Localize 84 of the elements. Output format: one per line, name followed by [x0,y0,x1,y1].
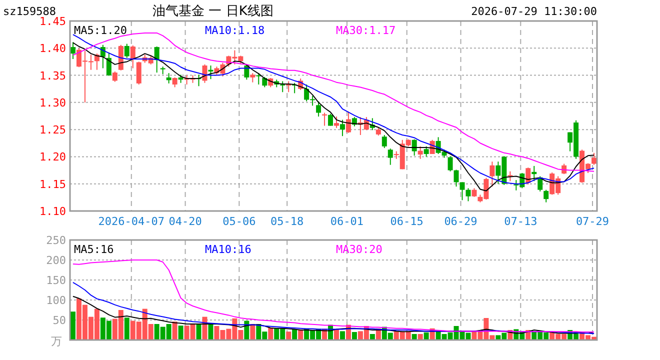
candlestick [454,169,459,188]
candlestick [592,152,596,166]
y-tick-label: 1.15 [40,178,66,191]
x-tick-label: 07-29 [576,215,610,228]
y-tick-label: 1.25 [40,124,66,137]
candlestick [286,80,292,93]
y-tick-label: 1.40 [40,42,66,56]
y-tick-label: 1.10 [40,205,66,218]
candlestick [424,146,429,158]
candlestick [448,156,453,172]
y-tick-label: 200 [46,254,66,267]
bar [178,326,184,340]
bar [292,329,298,340]
candlestick [382,134,387,149]
candlestick [322,112,328,126]
line-series [72,260,595,332]
candlestick [172,76,178,88]
bar [412,334,417,340]
text: MA5:16 [74,243,114,256]
bar [298,330,304,340]
bar [208,324,214,340]
candlestick [328,113,333,126]
candlestick [466,188,471,202]
y-tick-label: 100 [46,294,66,307]
y-tick-label: 250 [46,234,66,247]
x-tick-label: 04-20 [168,215,202,228]
x-tick-label: 2026-04-07 [98,215,164,228]
candlestick [388,148,393,166]
bar [424,332,429,340]
candlestick [412,138,417,156]
candlestick [124,43,130,58]
y-tick-label: 1.20 [40,150,66,164]
bar [196,324,202,340]
series-label: MA5:1.20 [74,24,127,37]
candlestick [166,72,172,84]
text: MA10:16 [205,243,252,256]
y-tick-label: 1.45 [40,15,66,28]
bar [268,328,274,340]
candlestick [334,116,339,128]
x-tick-label: 06-29 [444,215,478,228]
y-tick-label: 150 [46,274,66,287]
candlestick [490,161,495,188]
text: MA30:20 [336,243,382,256]
candlestick [208,65,214,80]
x-tick-label: 06-01 [330,215,364,228]
text: MA10:1.18 [205,24,265,37]
candlestick [316,100,322,118]
candlestick [130,44,136,69]
text: MA30:1.17 [336,24,396,37]
candlestick [346,111,351,134]
candlestick [460,182,465,201]
x-tick-label: 05-06 [222,215,256,228]
candlestick [106,52,112,76]
y-tick-label: 1.35 [40,69,66,82]
candlestick [532,165,537,182]
candlestick [544,189,549,203]
bar [250,324,256,340]
candlestick [256,72,262,86]
candlestick [340,119,345,137]
y-tick-label: 50 [52,314,66,327]
candlestick [526,167,531,185]
y-tick-label: 1.30 [40,96,66,110]
text: sz159588 [3,5,56,18]
candlestick [70,42,76,60]
x-tick-label: 06-15 [390,215,424,228]
bar [340,331,345,340]
bar [352,332,357,340]
candlestick [136,61,142,86]
bar [172,322,178,340]
bar [334,329,339,340]
bar [418,334,423,340]
candlestick [418,146,423,160]
y-axis-title: 万 [51,335,62,348]
bar [370,334,375,340]
candlestick [250,72,256,83]
text: 2026-07-29 11:30:00 [471,5,597,18]
candlestick [508,170,513,182]
x-tick-label: 07-13 [504,215,538,228]
bar [286,332,292,340]
x-tick-label: 05-18 [270,215,304,228]
chart-title: 油气基金 一 日K线图 [152,4,274,19]
candlestick [112,70,118,82]
candlestick [280,80,286,93]
bar [124,318,130,340]
